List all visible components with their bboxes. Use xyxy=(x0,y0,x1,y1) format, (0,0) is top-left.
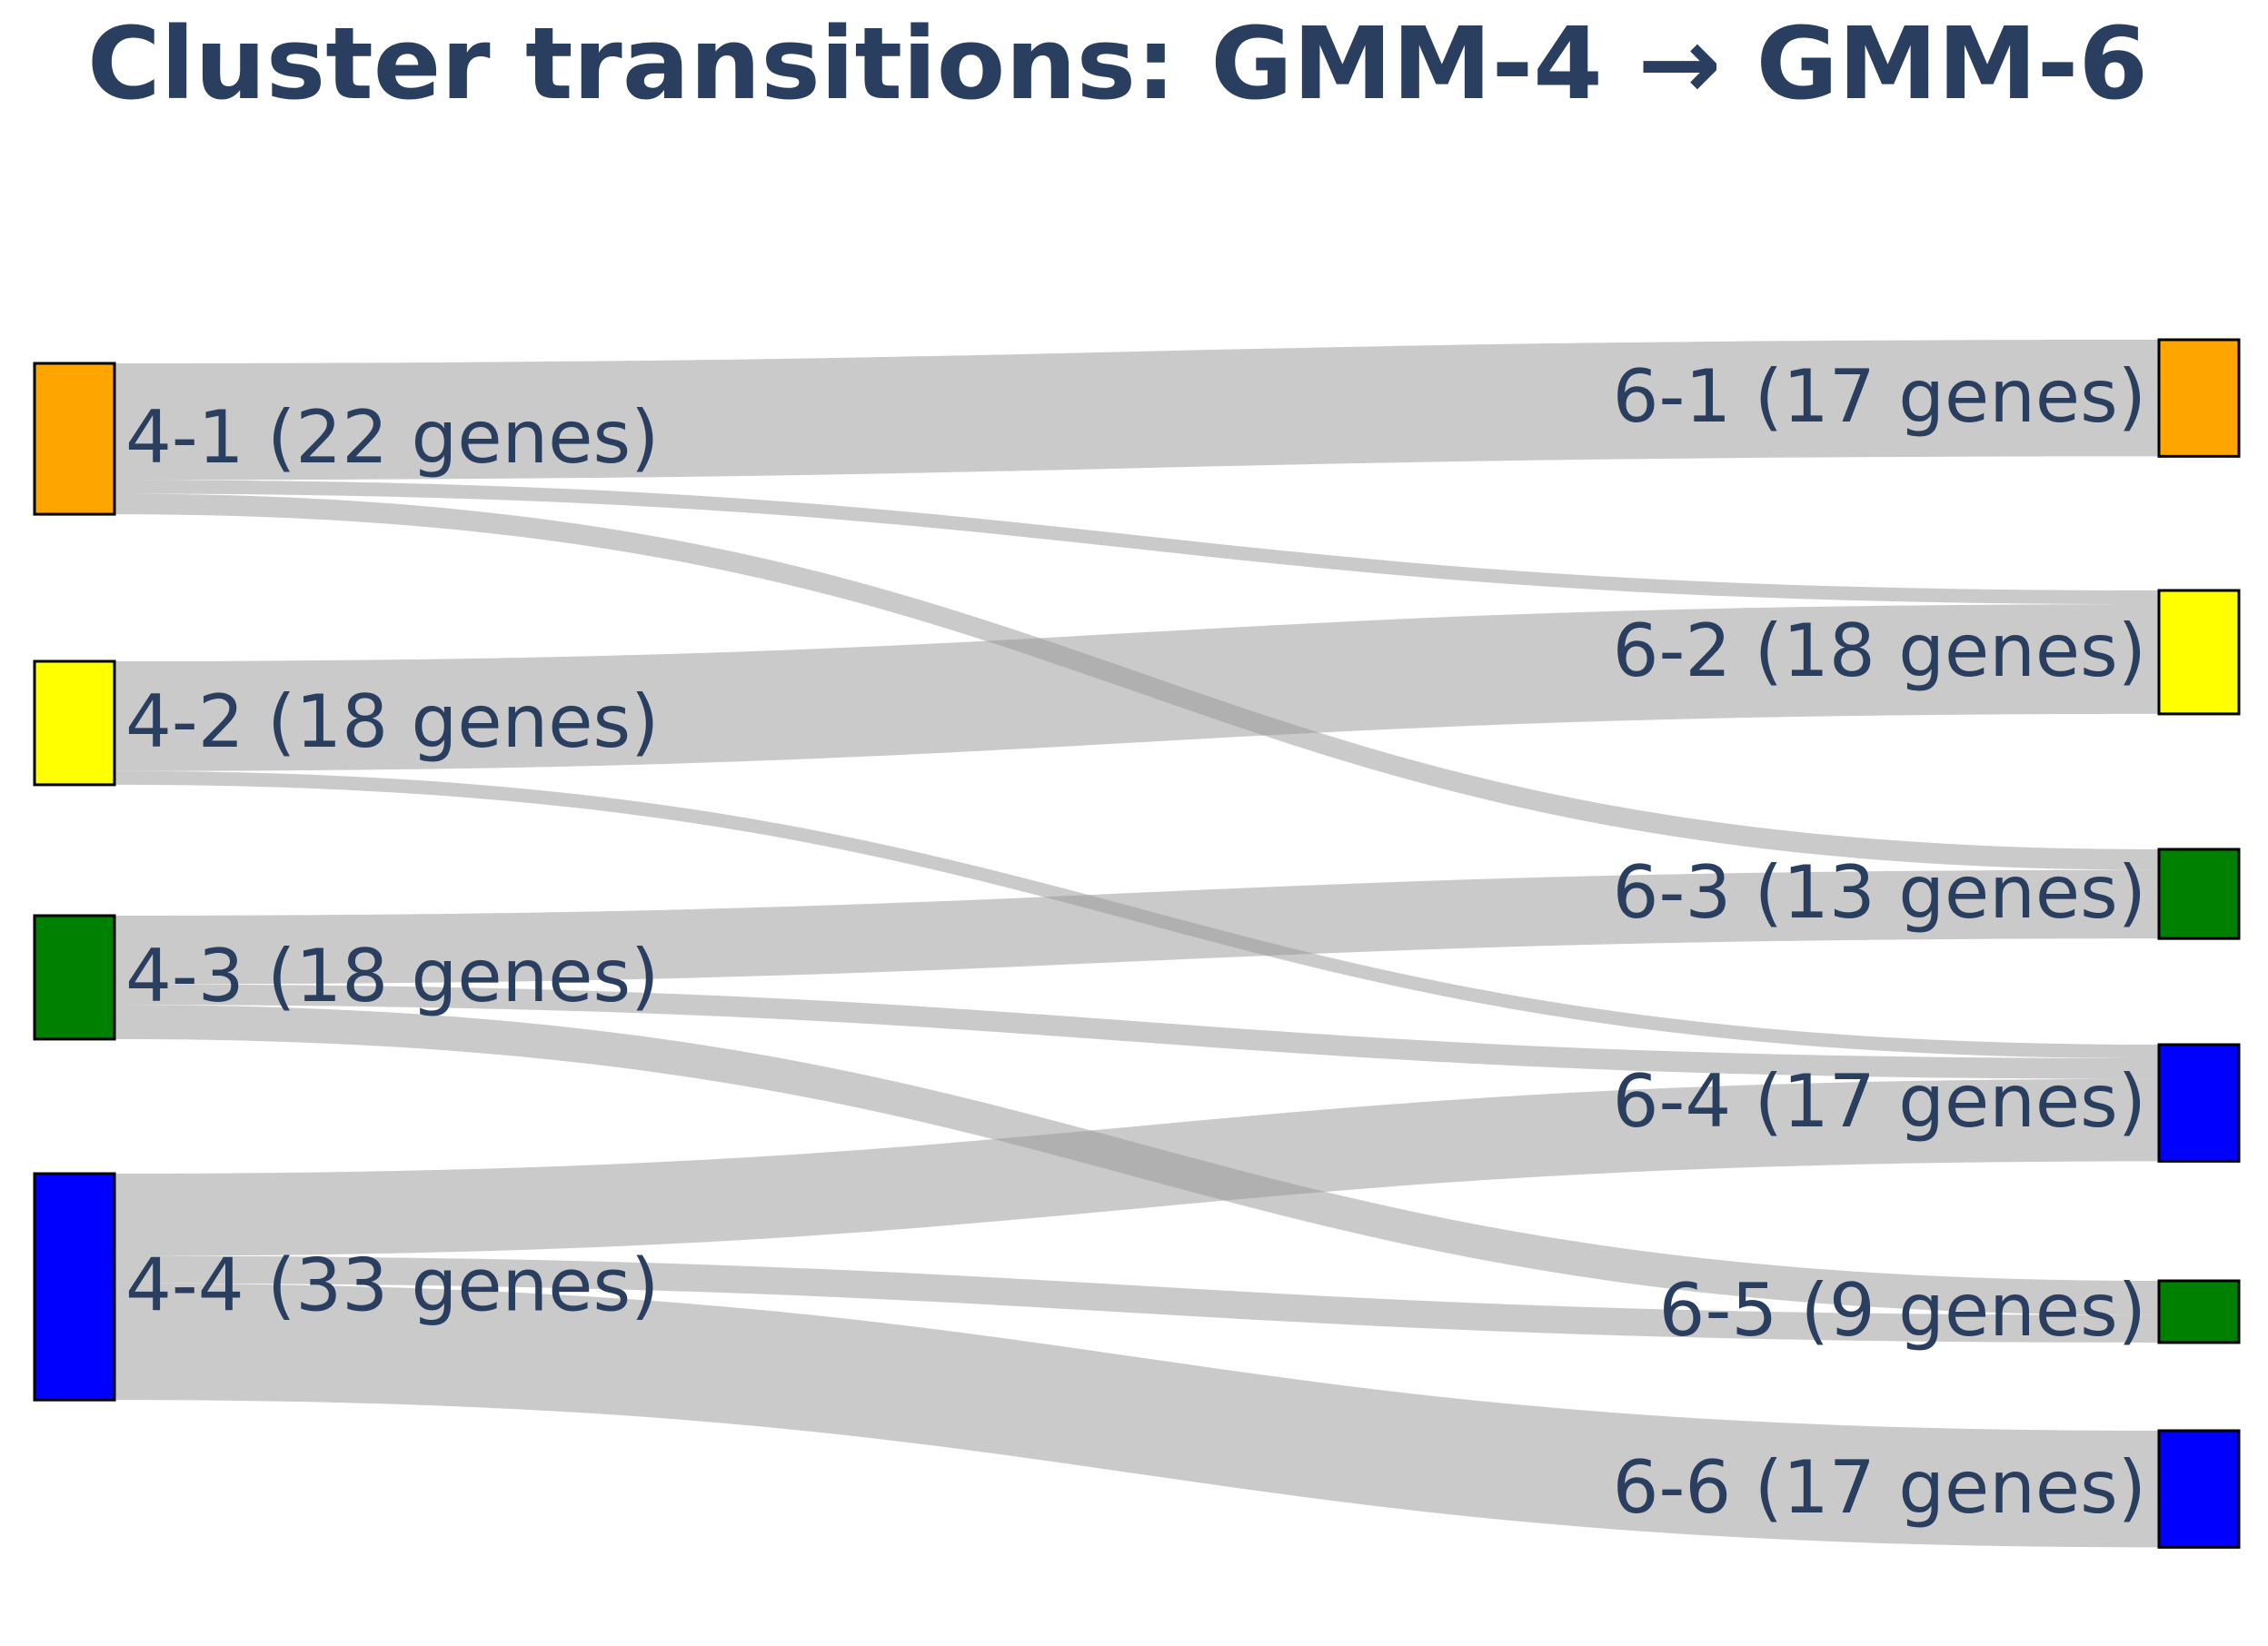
node-6-1 xyxy=(2157,338,2241,458)
node-6-5 xyxy=(2157,1279,2241,1344)
node-label-6-2: 6-2 (18 genes) xyxy=(1613,609,2146,693)
node-6-6 xyxy=(2157,1429,2241,1549)
node-4-3 xyxy=(33,914,116,1041)
link-4-1-to-6-2 xyxy=(114,480,2159,605)
node-6-3 xyxy=(2157,848,2241,940)
node-6-4 xyxy=(2157,1043,2241,1163)
labels-layer: 4-1 (22 genes) 4-2 (18 genes) 4-3 (18 gene… xyxy=(125,354,2146,1530)
node-4-4 xyxy=(33,1172,116,1402)
node-label-6-3: 6-3 (13 genes) xyxy=(1613,850,2146,935)
link-4-4-to-6-6 xyxy=(114,1283,2159,1548)
link-4-4-to-6-5 xyxy=(114,1255,2159,1343)
nodes-layer xyxy=(33,338,2241,1549)
node-label-6-5: 6-5 (9 genes) xyxy=(1659,1268,2146,1353)
link-4-3-to-6-3 xyxy=(114,869,2159,985)
node-label-6-4: 6-4 (17 genes) xyxy=(1613,1059,2146,1144)
node-label-4-1: 4-1 (22 genes) xyxy=(125,395,659,480)
node-label-6-1: 6-1 (17 genes) xyxy=(1613,354,2146,439)
node-4-2 xyxy=(33,659,116,787)
node-label-4-2: 4-2 (18 genes) xyxy=(125,679,659,764)
link-4-1-to-6-1 xyxy=(114,340,2159,481)
node-label-4-4: 4-4 (33 genes) xyxy=(125,1244,659,1328)
chart-title: Cluster transitions: GMM-4 → GMM-6 xyxy=(87,5,2148,122)
link-4-2-to-6-2 xyxy=(114,604,2159,771)
node-6-2 xyxy=(2157,589,2241,716)
node-label-6-6: 6-6 (17 genes) xyxy=(1613,1445,2146,1530)
link-4-4-to-6-4 xyxy=(114,1078,2159,1256)
node-4-1 xyxy=(33,362,116,516)
links-layer xyxy=(114,340,2159,1548)
node-label-4-3: 4-3 (18 genes) xyxy=(125,934,659,1018)
link-4-3-to-6-4 xyxy=(114,984,2159,1079)
